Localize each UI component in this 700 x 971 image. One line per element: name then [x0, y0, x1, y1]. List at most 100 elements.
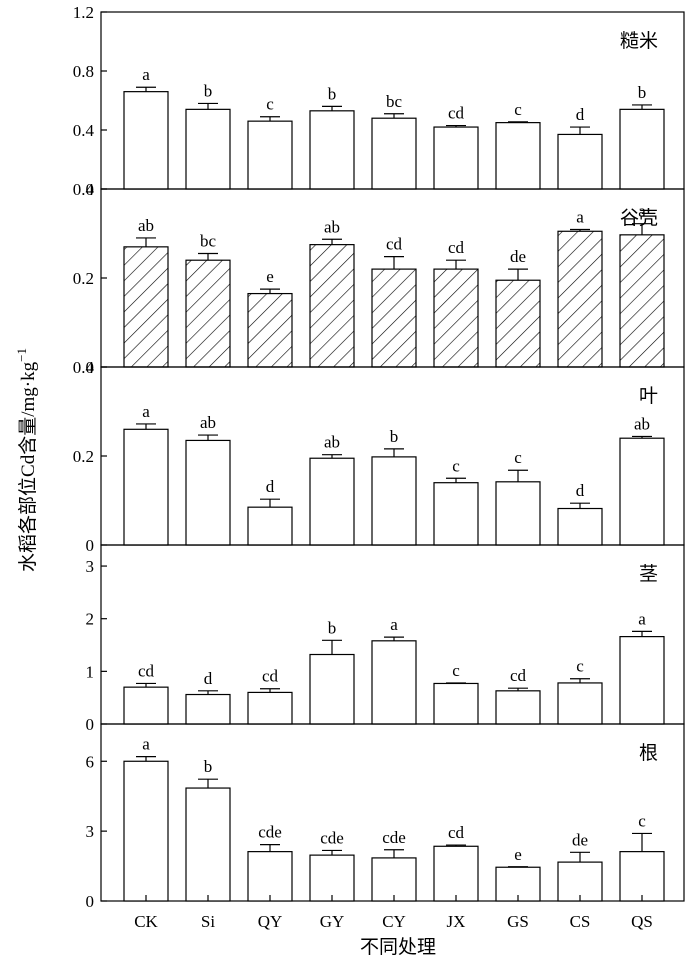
significance-letter: c: [452, 661, 460, 680]
significance-letter: e: [514, 845, 522, 864]
bar: [123, 246, 169, 368]
bar: [495, 481, 541, 546]
significance-letter: ab: [324, 433, 340, 452]
significance-letter: de: [572, 830, 588, 849]
bar: [185, 439, 231, 546]
significance-letter: b: [328, 618, 337, 637]
bar: [247, 506, 293, 546]
y-tick-label: 0: [86, 536, 95, 555]
y-tick-label: 0: [86, 892, 95, 911]
x-tick-label: GY: [320, 912, 345, 931]
y-tick-label: 0.2: [73, 447, 94, 466]
x-tick-label: JX: [447, 912, 466, 931]
significance-letter: ab: [324, 217, 340, 236]
significance-letter: ab: [200, 413, 216, 432]
bar: [123, 91, 169, 190]
significance-letter: cd: [386, 235, 403, 254]
y-axis-label: 水稻各部位Cd含量/mg·kg−1: [14, 348, 39, 572]
significance-letter: c: [576, 657, 584, 676]
x-axis-label: 不同处理: [360, 936, 436, 958]
bar: [185, 787, 231, 902]
panel-title: 根: [639, 742, 658, 764]
bar: [433, 482, 479, 546]
significance-letter: cd: [510, 666, 527, 685]
x-tick-label: QS: [631, 912, 653, 931]
significance-letter: ab: [634, 414, 650, 433]
y-tick-label: 0.4: [73, 180, 95, 199]
bar: [557, 682, 603, 725]
significance-letter: d: [576, 105, 585, 124]
bar: [433, 268, 479, 368]
significance-letter: cde: [320, 828, 344, 847]
significance-letter: d: [204, 669, 213, 688]
x-axis: CK Si QY GY CY JX GS CS QS: [134, 895, 653, 931]
panel-4: 0 1 2 3 茎 cd d cd b a c cd c a: [86, 544, 685, 734]
bar: [309, 854, 355, 902]
significance-letter: e: [266, 267, 274, 286]
significance-letter: cd: [448, 238, 465, 257]
significance-letter: a: [390, 615, 398, 634]
x-tick-label: QY: [258, 912, 283, 931]
y-tick-label: 0.2: [73, 269, 94, 288]
bar: [371, 268, 417, 368]
significance-letter: d: [266, 477, 275, 496]
significance-letter: bc: [200, 232, 217, 251]
y-tick-label: 0.4: [73, 358, 95, 377]
bar: [495, 122, 541, 190]
bar: [247, 851, 293, 902]
significance-letter: cd: [448, 823, 465, 842]
bar: [309, 653, 355, 725]
significance-letter: c: [452, 456, 460, 475]
significance-letter: a: [576, 207, 584, 226]
y-tick-label: 0: [86, 180, 95, 199]
significance-letter: b: [328, 84, 337, 103]
bar: [557, 861, 603, 902]
significance-letter: b: [390, 427, 399, 446]
bar: [247, 691, 293, 725]
y-tick-label: 0.4: [73, 121, 95, 140]
bar: [371, 640, 417, 725]
significance-letter: cde: [382, 828, 406, 847]
x-tick-label: CY: [382, 912, 406, 931]
bar: [433, 682, 479, 725]
significance-letter: c: [514, 100, 522, 119]
significance-letter: cd: [448, 104, 465, 123]
significance-letter: b: [638, 83, 647, 102]
y-tick-label: 3: [86, 822, 95, 841]
bar: [495, 690, 541, 725]
significance-letter: cde: [258, 823, 282, 842]
bar: [557, 507, 603, 546]
significance-letter: a: [142, 65, 150, 84]
bar: [185, 259, 231, 368]
bar: [371, 857, 417, 902]
x-tick-label: CS: [570, 912, 591, 931]
significance-letter: ab: [138, 216, 154, 235]
y-tick-label: 0.8: [73, 62, 94, 81]
y-tick-label: 6: [86, 752, 95, 771]
significance-letter: a: [142, 735, 150, 754]
significance-letter: cd: [138, 661, 155, 680]
bar: [185, 693, 231, 725]
panel-title: 糙米: [620, 30, 658, 52]
bar: [247, 120, 293, 190]
y-tick-label: 3: [86, 557, 95, 576]
significance-letter: cd: [262, 667, 279, 686]
bar: [619, 108, 665, 190]
significance-letter: c: [266, 95, 274, 114]
bar: [371, 117, 417, 190]
significance-letter: c: [514, 448, 522, 467]
significance-letter: b: [204, 757, 213, 776]
x-tick-label: GS: [507, 912, 529, 931]
bar: [433, 126, 479, 190]
bar: [619, 636, 665, 725]
significance-letter: b: [204, 81, 213, 100]
bar: [495, 279, 541, 368]
significance-letter: a: [142, 402, 150, 421]
panel-title: 叶: [639, 385, 658, 407]
bar: [557, 133, 603, 190]
bar: [123, 428, 169, 546]
significance-letter: c: [638, 811, 646, 830]
